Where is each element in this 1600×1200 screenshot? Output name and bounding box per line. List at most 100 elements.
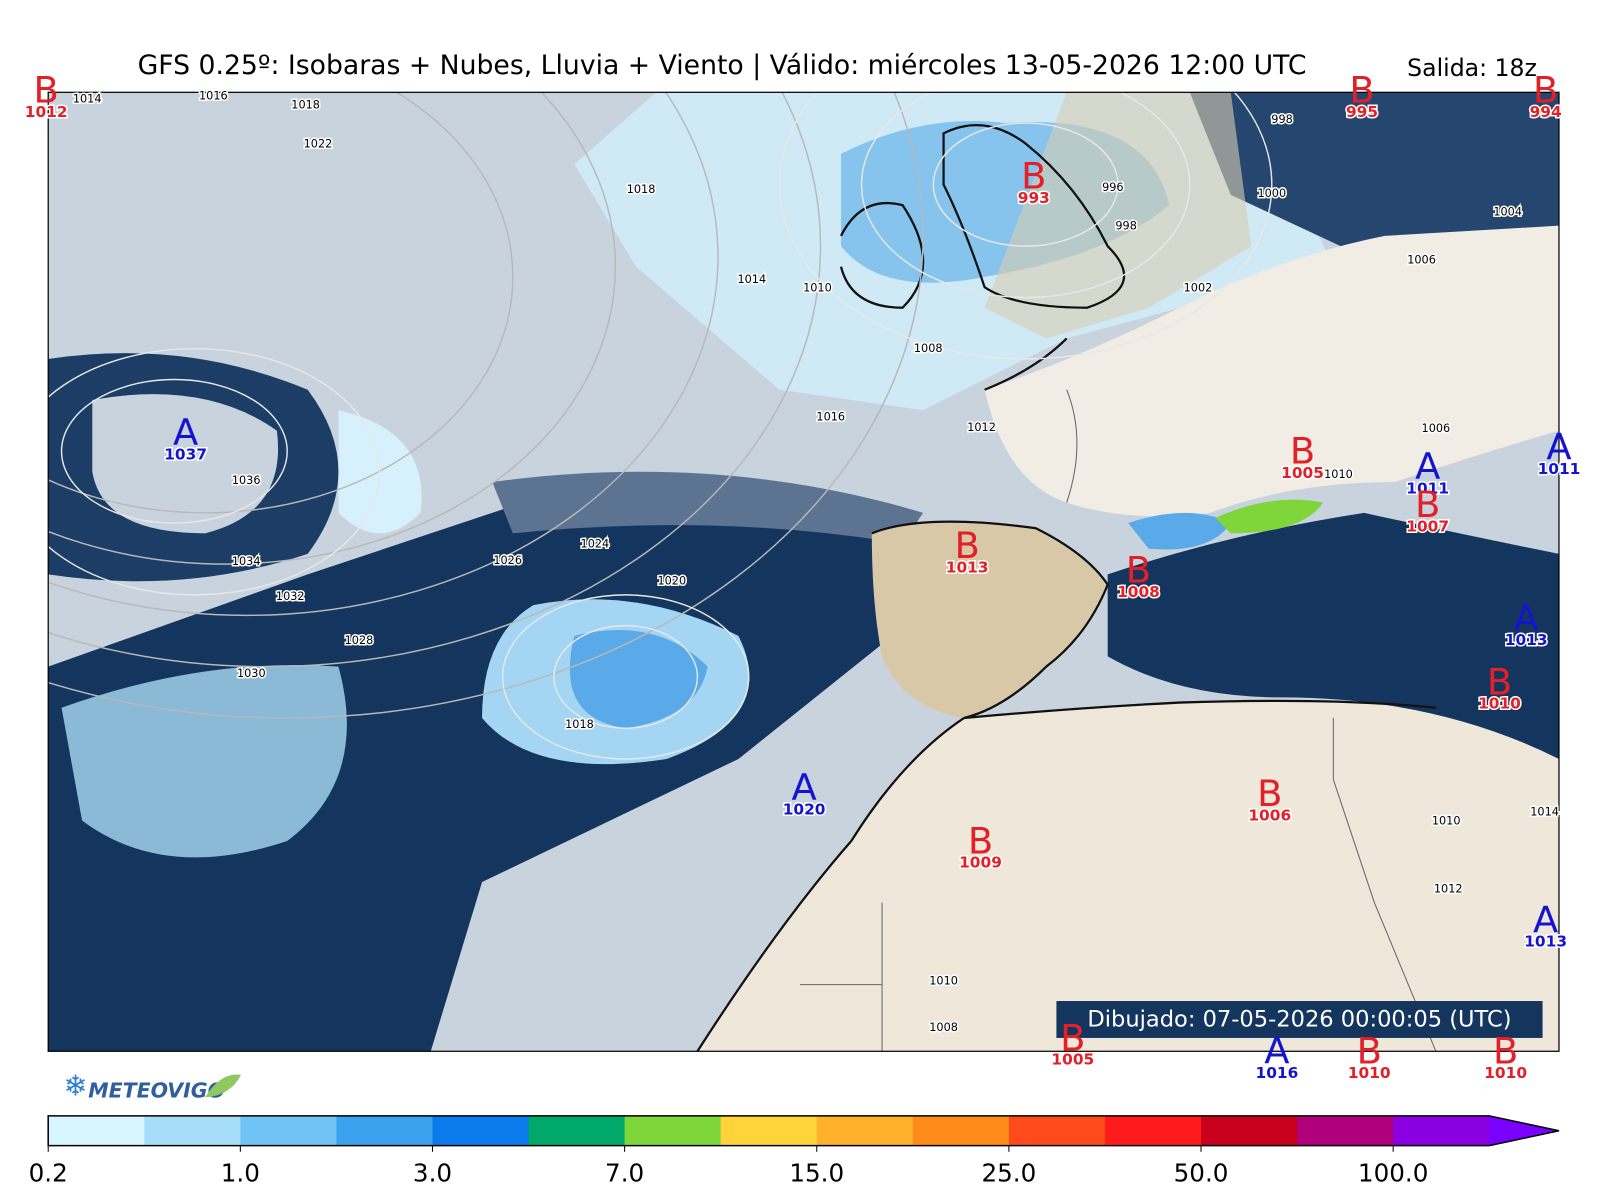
isobar-label: 1010 <box>1324 468 1353 481</box>
isobar-label: 1000 <box>1257 187 1286 200</box>
isobar-label: 1002 <box>1184 281 1213 294</box>
colorbar-segment <box>144 1115 241 1146</box>
drawn-box <box>1056 1001 1543 1038</box>
isobar-label: 1012 <box>967 421 996 434</box>
colorbar-tick-label: 1.0 <box>221 1159 260 1188</box>
isobar-label: 1006 <box>1407 254 1436 267</box>
center-value: 1013 <box>1524 933 1567 951</box>
center-value: 1007 <box>1406 517 1449 535</box>
center-letter: B <box>1493 1030 1518 1073</box>
center-letter: B <box>968 819 993 862</box>
isobar-label: 1024 <box>581 538 610 551</box>
isobar-label: 1026 <box>493 554 522 567</box>
isobar-label: 1008 <box>929 1021 958 1034</box>
center-letter: A <box>173 411 198 454</box>
isobar-label: 1036 <box>232 474 261 487</box>
colorbar-tick-label: 7.0 <box>605 1159 644 1188</box>
center-letter: A <box>1264 1030 1289 1073</box>
logo-leaf <box>205 1074 242 1098</box>
map-frame <box>47 91 1560 1052</box>
isobar-label: 1016 <box>199 89 228 102</box>
center-value: 1005 <box>1281 464 1324 482</box>
colorbar-tick-label: 100.0 <box>1358 1159 1428 1188</box>
colorbar-segment <box>48 1115 145 1146</box>
isobar-label: 1014 <box>737 273 766 286</box>
center-value: 1006 <box>1248 807 1291 825</box>
colorbar-segment <box>816 1115 914 1146</box>
center-value: 1013 <box>1505 631 1548 649</box>
isobar-label: 1012 <box>1434 882 1463 895</box>
center-letter: B <box>1533 69 1558 112</box>
isobar-label: 1014 <box>73 93 102 106</box>
colorbar-tick-label: 3.0 <box>413 1159 452 1188</box>
isobars <box>48 92 1273 760</box>
logo: METEOVIGO <box>88 1078 225 1102</box>
center-letter: A <box>1546 425 1571 468</box>
isobar-label: 996 <box>1102 181 1124 194</box>
colorbar-segment <box>720 1115 818 1146</box>
isobar-label: 1030 <box>237 667 266 680</box>
center-value: 1010 <box>1484 1064 1527 1082</box>
center-letter: A <box>1514 597 1539 640</box>
center-letter: B <box>1126 549 1151 592</box>
colorbar-segment <box>240 1115 337 1146</box>
colorbar-segment <box>336 1115 433 1146</box>
isobar-label: 1010 <box>1432 815 1461 828</box>
center-letter: B <box>1257 772 1282 815</box>
center-letter: B <box>1415 483 1440 526</box>
isobar-label: 998 <box>1115 220 1137 233</box>
sea <box>1107 512 1559 759</box>
drawn-time: Dibujado: 07-05-2026 00:00:05 (UTC) <box>1087 1007 1511 1033</box>
isobar-label: 1028 <box>345 634 374 647</box>
colorbar-tick-label: 25.0 <box>981 1159 1036 1188</box>
colorbar-segment <box>1104 1115 1202 1146</box>
colorbar-segment <box>624 1115 722 1146</box>
logo-icon: ❄ <box>64 1068 88 1102</box>
center-letter: B <box>1021 155 1046 198</box>
isobar-label: 1018 <box>565 718 594 731</box>
center-value: 1011 <box>1538 460 1581 478</box>
run-time: Salida: 18z <box>1407 54 1537 82</box>
isobar-label: 1018 <box>627 183 656 196</box>
center-value: 993 <box>1018 189 1050 207</box>
isobar-label: 1016 <box>816 411 845 424</box>
isobar-label: 1008 <box>914 342 943 355</box>
center-value: 1012 <box>25 103 68 121</box>
land <box>697 700 1559 1052</box>
center-letter: B <box>1290 430 1315 473</box>
center-letter: A <box>1415 445 1440 488</box>
center-letter: B <box>1487 660 1512 703</box>
coastline <box>839 124 1126 391</box>
land <box>984 225 1559 517</box>
center-letter: B <box>1357 1030 1382 1073</box>
isobar-label: 1004 <box>1493 205 1522 218</box>
isobar-label: 1014 <box>1530 805 1559 818</box>
coastline <box>696 520 1437 1052</box>
colorbar-segment <box>1297 1115 1394 1146</box>
center-value: 1020 <box>783 800 826 818</box>
land <box>871 521 1108 718</box>
rain <box>1128 512 1231 550</box>
center-value: 1009 <box>959 854 1002 872</box>
cloud-band <box>492 471 924 544</box>
isobar-label: 1006 <box>1422 422 1451 435</box>
colorbar-tick-label: 15.0 <box>789 1159 844 1188</box>
center-letter: B <box>955 524 980 567</box>
cloud <box>61 664 347 858</box>
center-value: 1013 <box>946 558 989 576</box>
isobar-label: 998 <box>1271 113 1293 126</box>
center-letter: A <box>791 766 816 809</box>
title: GFS 0.25º: Isobaras + Nubes, Lluvia + Vi… <box>138 50 1307 81</box>
map: Dibujado: 07-05-2026 00:00:05 (UTC) <box>48 92 1559 1052</box>
center-value: 1016 <box>1256 1064 1299 1082</box>
center-letter: B <box>1349 69 1374 112</box>
colorbar-tick-label: 50.0 <box>1174 1159 1229 1188</box>
isobar-label: 1032 <box>276 590 305 603</box>
colorbar: 0.2 1.0 3.0 7.0 15.0 25.0 50.0 100.0 <box>29 1115 1560 1188</box>
isobar-label: 1010 <box>803 281 832 294</box>
center-value: 1010 <box>1348 1064 1391 1082</box>
isobar-label: 1034 <box>232 555 261 568</box>
